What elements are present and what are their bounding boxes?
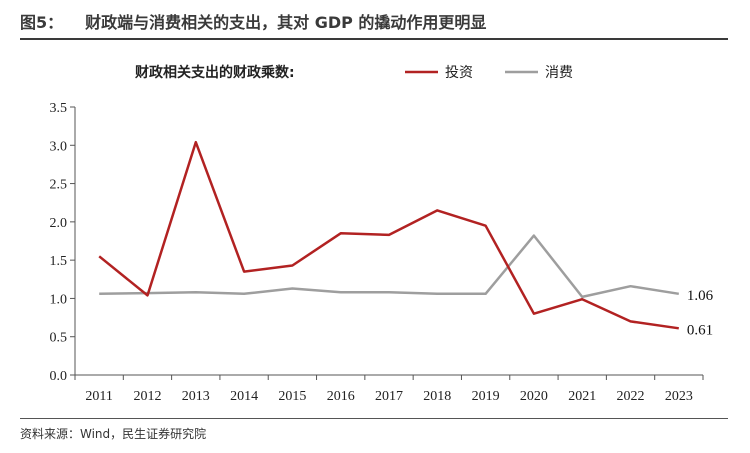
figure-number: 图5：: [20, 13, 64, 32]
y-tick-label: 1.5: [50, 254, 68, 269]
x-tick-label: 2014: [230, 389, 258, 404]
end-label-investment: 0.61: [687, 322, 713, 338]
y-tick-label: 2.0: [50, 216, 68, 231]
figure-header: 图5： 财政端与消费相关的支出，其对 GDP 的撬动作用更明显: [20, 8, 728, 40]
x-tick-label: 2013: [182, 389, 210, 404]
chart-title: 财政相关支出的财政乘数:: [134, 64, 295, 81]
source-note: 资料来源：Wind，民生证券研究院: [20, 418, 728, 442]
x-tick-label: 2019: [472, 389, 500, 404]
series-line-investment: [98, 140, 679, 330]
y-tick-label: 3.0: [50, 139, 68, 154]
x-tick-label: 2023: [665, 389, 693, 404]
x-tick-label: 2012: [133, 389, 161, 404]
y-tick-label: 0.0: [50, 369, 68, 384]
x-tick-label: 2022: [617, 389, 645, 404]
y-tick-label: 3.5: [50, 101, 68, 116]
y-tick-label: 2.5: [50, 178, 68, 193]
y-tick-label: 1.0: [50, 292, 68, 307]
x-tick-label: 2016: [327, 389, 355, 404]
x-tick-label: 2020: [520, 389, 548, 404]
legend-label: 投资: [445, 65, 473, 81]
end-labels: 1.06 0.61: [687, 288, 714, 338]
x-tick-label: 2018: [423, 389, 451, 404]
series-line-consumption: [99, 234, 679, 299]
legend-label: 消费: [545, 65, 573, 81]
x-tick-label: 2021: [568, 389, 596, 404]
axes: 0.0 0.5 1.0 1.5 2.0 2.5 3.0 3.5 2011 2012 2013 2014…: [50, 101, 704, 404]
x-tick-label: 2017: [375, 389, 403, 404]
x-tick-label: 2011: [85, 389, 112, 404]
x-tick-label: 2015: [278, 389, 306, 404]
legend: 投资 消费: [405, 65, 573, 81]
series-lines: [98, 140, 679, 330]
end-label-consumption: 1.06: [687, 288, 714, 304]
y-tick-label: 0.5: [50, 331, 68, 346]
figure-title: 财政端与消费相关的支出，其对 GDP 的撬动作用更明显: [85, 13, 487, 32]
